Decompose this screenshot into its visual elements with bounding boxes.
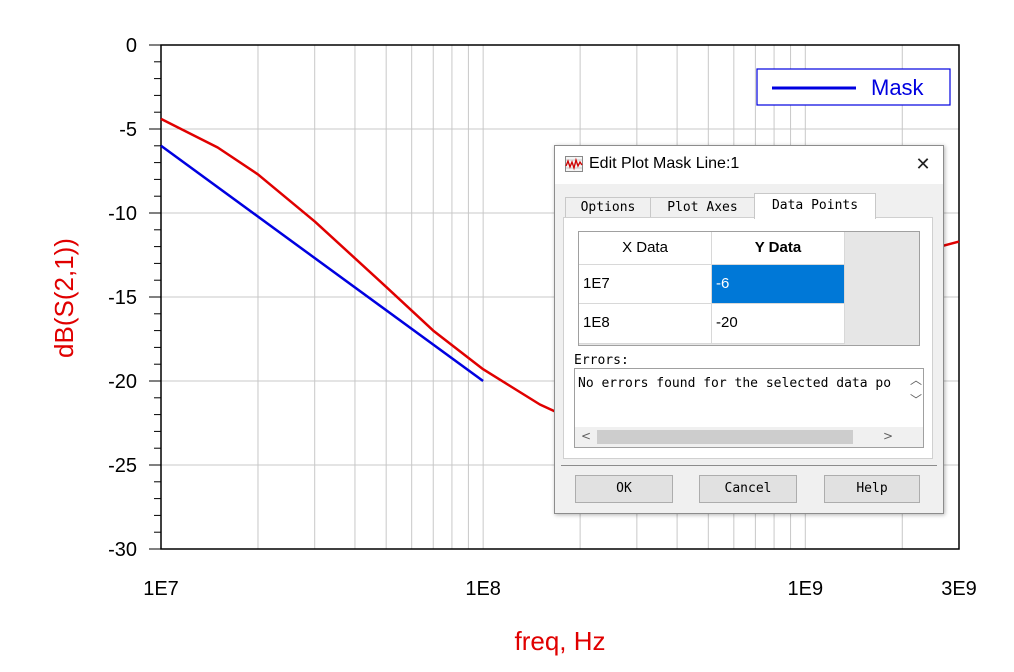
legend: Mask (756, 68, 951, 106)
table-cell-y-selected[interactable]: -6 (712, 265, 845, 304)
ok-button[interactable]: OK (575, 475, 673, 503)
x-tick-labels: 1E7 1E8 1E9 3E9 (143, 578, 977, 600)
table-cell-y[interactable]: -20 (712, 304, 845, 344)
divider (561, 465, 937, 466)
data-table: X Data Y Data 1E7 -6 1E8 -20 (578, 231, 920, 346)
scrollbar-thumb[interactable] (597, 430, 853, 444)
y-axis-title: dB(S(2,1)) (49, 238, 79, 358)
cancel-button[interactable]: Cancel (699, 475, 797, 503)
legend-label-mask: Mask (871, 75, 925, 100)
errors-label: Errors: (574, 353, 629, 368)
dialog-titlebar[interactable]: Edit Plot Mask Line:1 ✕ (555, 146, 943, 184)
x-axis-title: freq, Hz (514, 626, 605, 656)
chevron-down-icon[interactable]: ﹀ (910, 393, 923, 407)
x-tick-label: 1E7 (143, 578, 179, 600)
column-header-y[interactable]: Y Data (712, 232, 845, 265)
column-header-x[interactable]: X Data (579, 232, 712, 265)
minor-y-ticks (149, 44, 161, 550)
y-tick-labels: 0 -5 -10 -15 -20 -25 -30 (108, 35, 137, 561)
y-tick-label: -5 (119, 119, 137, 141)
y-tick-label: -30 (108, 539, 137, 561)
chevron-up-icon[interactable]: ︿ (910, 373, 923, 387)
x-tick-label: 1E9 (787, 578, 823, 600)
tab-data-points[interactable]: Data Points (754, 193, 876, 219)
horizontal-scrollbar[interactable]: < > (575, 427, 923, 447)
y-tick-label: -15 (108, 287, 137, 309)
series-line-mask (160, 144, 484, 383)
table-cell-x[interactable]: 1E8 (579, 304, 712, 344)
chevron-right-icon[interactable]: > (882, 429, 893, 443)
tab-options[interactable]: Options (565, 197, 651, 218)
data-points-panel: X Data Y Data 1E7 -6 1E8 -20 Errors: No … (563, 217, 933, 459)
edit-plot-mask-dialog: Edit Plot Mask Line:1 ✕ Options Plot Axe… (554, 145, 944, 514)
y-tick-label: -10 (108, 203, 137, 225)
x-tick-label: 3E9 (941, 578, 977, 600)
errors-text: No errors found for the selected data po (578, 376, 892, 391)
help-button[interactable]: Help (824, 475, 920, 503)
y-tick-label: 0 (126, 35, 137, 57)
plot-mask-icon (565, 156, 583, 172)
vertical-scrollbar[interactable]: ︿ ﹀ (906, 369, 923, 427)
table-cell-x[interactable]: 1E7 (579, 265, 712, 304)
y-tick-label: -25 (108, 455, 137, 477)
errors-textbox[interactable]: No errors found for the selected data po… (574, 368, 924, 448)
x-tick-label: 1E8 (465, 578, 501, 600)
chevron-left-icon[interactable]: < (581, 429, 592, 443)
y-tick-label: -20 (108, 371, 137, 393)
tab-plot-axes[interactable]: Plot Axes (650, 197, 755, 218)
close-icon[interactable]: ✕ (915, 154, 931, 175)
dialog-title: Edit Plot Mask Line:1 (589, 155, 740, 172)
plot-frame (160, 44, 960, 550)
